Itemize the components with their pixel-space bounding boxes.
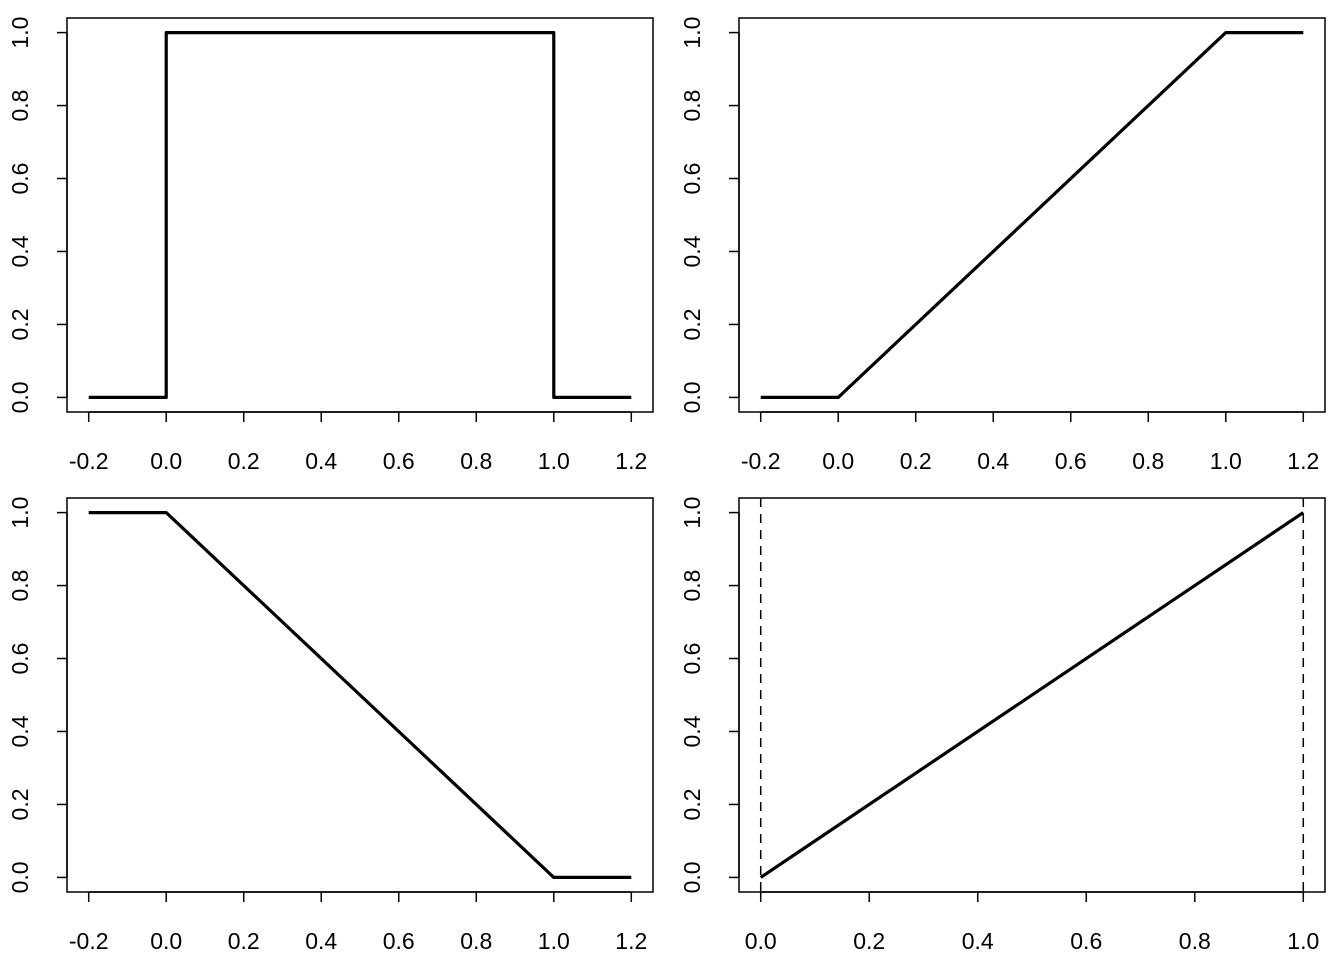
x-tick-label: 0.0 bbox=[745, 928, 777, 954]
y-tick-label: 0.4 bbox=[679, 235, 705, 267]
y-tick-label: 1.0 bbox=[7, 17, 33, 49]
x-tick-label: -0.2 bbox=[69, 448, 109, 474]
y-tick-label: 0.4 bbox=[679, 715, 705, 747]
plot-box bbox=[66, 17, 654, 413]
y-tick-label: 0.8 bbox=[7, 570, 33, 602]
x-tick-label: 1.0 bbox=[538, 928, 570, 954]
y-tick-label: 0.6 bbox=[7, 643, 33, 675]
y-tick-label: 0.2 bbox=[679, 788, 705, 820]
y-tick-label: 0.2 bbox=[7, 788, 33, 820]
y-tick-label: 0.6 bbox=[7, 163, 33, 195]
x-tick-label: 0.8 bbox=[460, 928, 492, 954]
x-tick-label: 0.0 bbox=[150, 928, 182, 954]
x-tick-label: 1.2 bbox=[1287, 448, 1319, 474]
x-tick-label: 0.4 bbox=[977, 448, 1009, 474]
x-tick-label: 1.0 bbox=[538, 448, 570, 474]
x-tick-label: 0.6 bbox=[1070, 928, 1102, 954]
x-tick-label: 0.8 bbox=[1179, 928, 1211, 954]
y-tick-label: 0.4 bbox=[7, 235, 33, 267]
x-tick-label: 1.2 bbox=[615, 928, 647, 954]
x-tick-label: 1.0 bbox=[1287, 928, 1319, 954]
y-tick-label: 1.0 bbox=[7, 497, 33, 529]
x-tick-label: 0.4 bbox=[962, 928, 994, 954]
data-line bbox=[760, 30, 1304, 400]
x-tick-label: 0.2 bbox=[900, 448, 932, 474]
x-tick-label: -0.2 bbox=[741, 448, 781, 474]
x-tick-label: 0.2 bbox=[228, 928, 260, 954]
x-tick-label: 1.0 bbox=[1210, 448, 1242, 474]
x-tick-label: 0.2 bbox=[853, 928, 885, 954]
x-tick-label: -0.2 bbox=[69, 928, 109, 954]
x-tick-label: 0.8 bbox=[460, 448, 492, 474]
y-tick-label: 1.0 bbox=[679, 17, 705, 49]
x-tick-label: 1.2 bbox=[615, 448, 647, 474]
y-tick-label: 0.0 bbox=[7, 861, 33, 893]
y-tick-label: 1.0 bbox=[679, 497, 705, 529]
y-tick-label: 0.6 bbox=[679, 643, 705, 675]
data-line bbox=[88, 30, 632, 400]
x-tick-label: 0.8 bbox=[1132, 448, 1164, 474]
x-tick-label: 0.6 bbox=[1055, 448, 1087, 474]
y-tick-label: 0.8 bbox=[679, 570, 705, 602]
data-line bbox=[88, 510, 632, 880]
y-tick-label: 0.8 bbox=[7, 90, 33, 122]
y-tick-label: 0.2 bbox=[7, 308, 33, 340]
x-tick-label: 0.4 bbox=[305, 928, 337, 954]
x-tick-label: 0.0 bbox=[150, 448, 182, 474]
data-line bbox=[759, 511, 1305, 879]
y-tick-label: 0.0 bbox=[679, 381, 705, 413]
y-tick-label: 0.0 bbox=[7, 381, 33, 413]
y-tick-label: 0.4 bbox=[7, 715, 33, 747]
x-tick-label: 0.0 bbox=[822, 448, 854, 474]
x-tick-label: 0.4 bbox=[305, 448, 337, 474]
y-tick-label: 0.0 bbox=[679, 861, 705, 893]
y-tick-label: 0.2 bbox=[679, 308, 705, 340]
y-tick-label: 0.6 bbox=[679, 163, 705, 195]
y-tick-label: 0.8 bbox=[679, 90, 705, 122]
x-tick-label: 0.6 bbox=[383, 448, 415, 474]
x-tick-label: 0.2 bbox=[228, 448, 260, 474]
x-tick-label: 0.6 bbox=[383, 928, 415, 954]
